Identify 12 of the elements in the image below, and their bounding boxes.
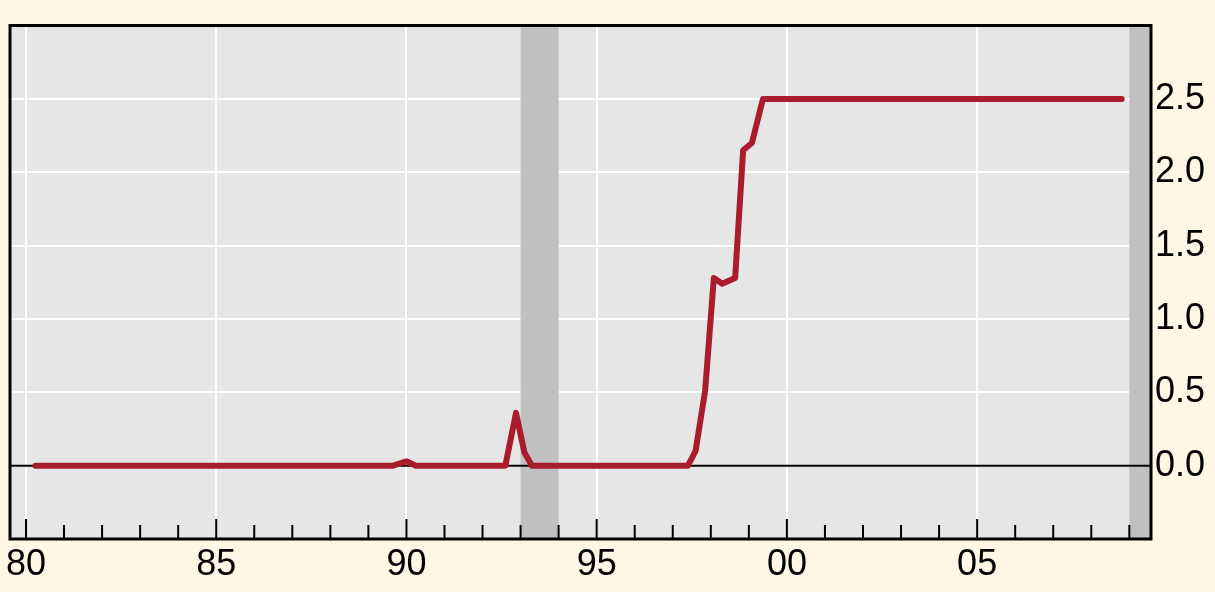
x-tick-label: 00 (766, 541, 807, 583)
y-tick-label: 0.0 (1155, 442, 1206, 484)
y-tick-label: 2.5 (1155, 75, 1206, 117)
y-tick-label: 1.5 (1155, 222, 1206, 264)
y-tick-label: 1.0 (1155, 295, 1206, 337)
x-tick-label: 80 (5, 541, 46, 583)
y-tick-label: 0.5 (1155, 369, 1206, 411)
y-tick-label: 2.0 (1155, 149, 1206, 191)
x-tick-label: 05 (957, 541, 998, 583)
x-tick-label: 95 (576, 541, 617, 583)
x-tick-label: 85 (196, 541, 237, 583)
x-tick-label: 90 (386, 541, 427, 583)
